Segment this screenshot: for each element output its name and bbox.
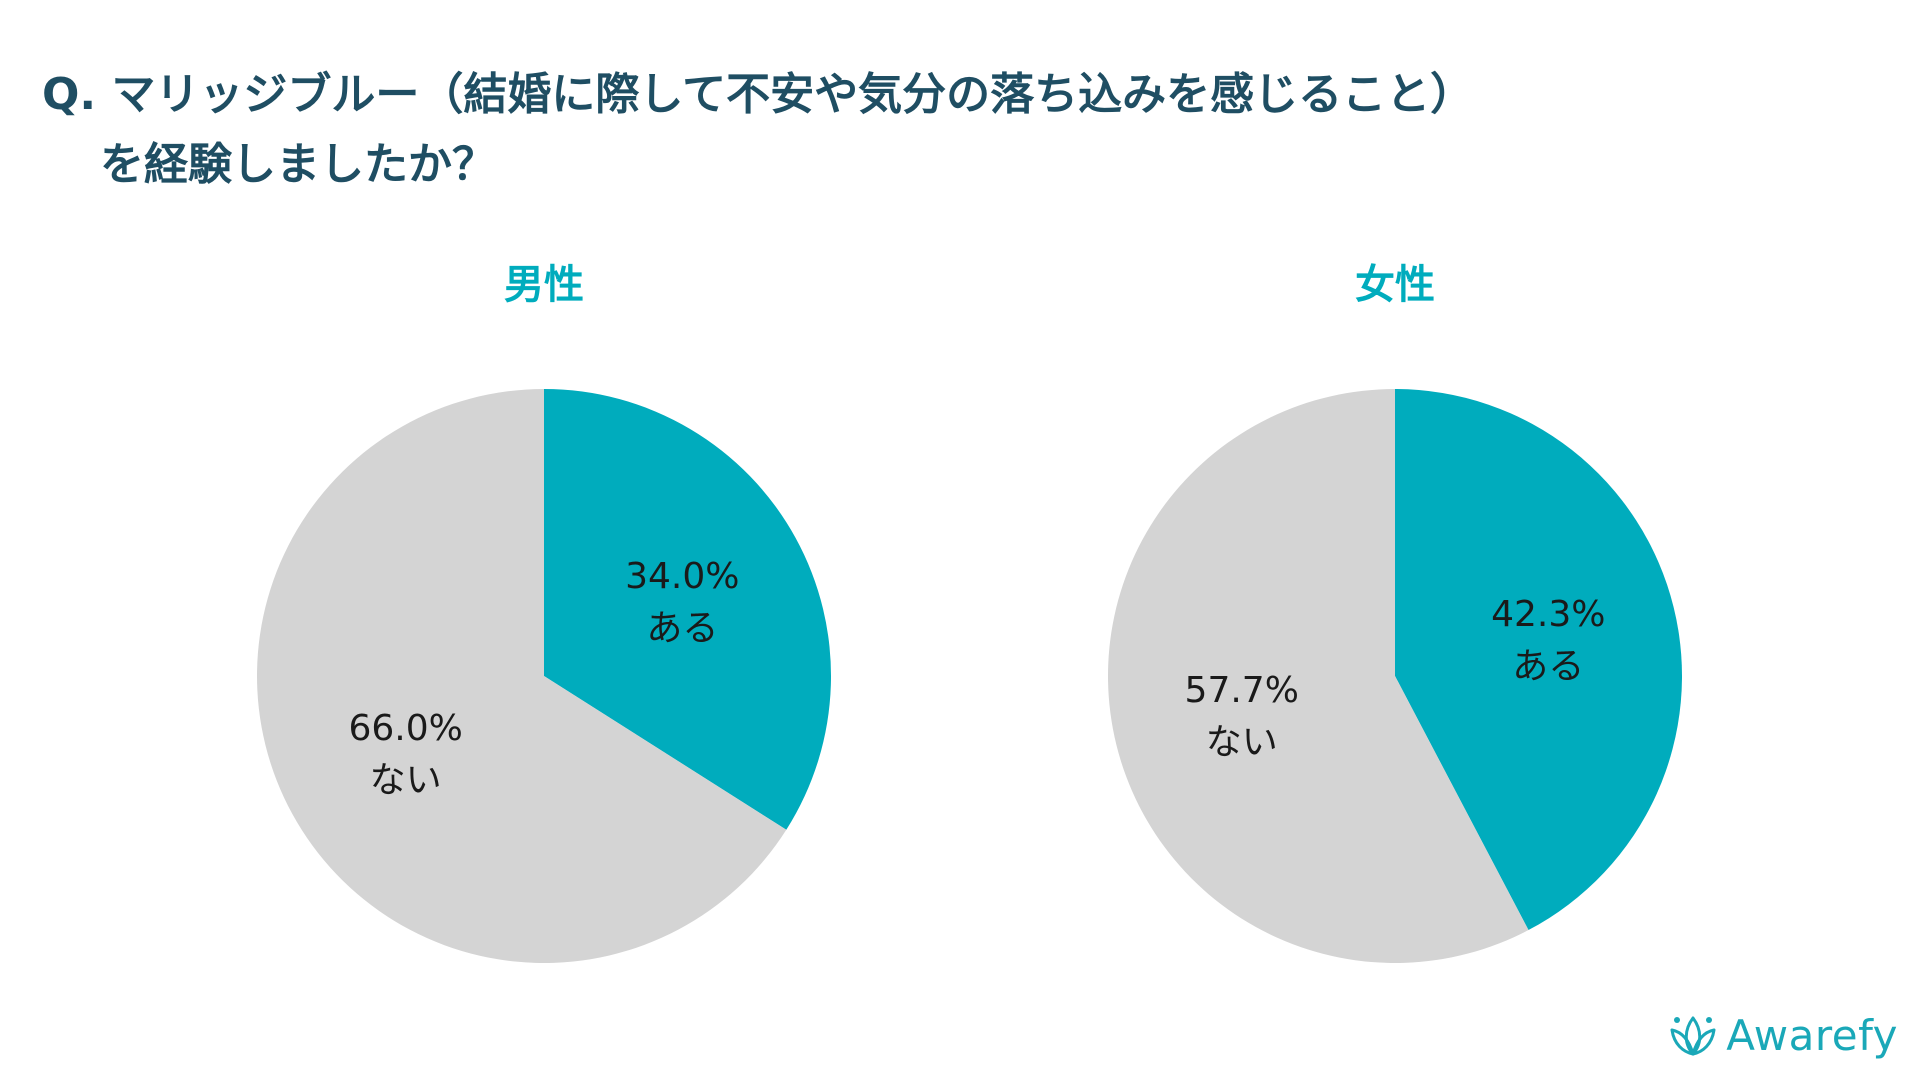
pie-slice-yes [544,389,831,830]
pie-chart-2: 女性 42.3% ある 57.7% ない [1108,262,1683,963]
slice-value-label: 42.3% [1491,594,1605,635]
question-line-1: Q. マリッジブルー（結婚に際して不安や気分の落ち込みを感じること） [42,69,1475,120]
brand-name: Awarefy [1726,1010,1898,1060]
lotus-icon [1670,1016,1716,1056]
pie-chart-1: 男性 34.0% ある 66.0% ない [257,262,831,963]
brand-logo: Awarefy [1666,1010,1898,1060]
pie-title: 男性 [504,262,584,308]
pie-slice-no [1108,389,1529,963]
slice-category-label: ない [1206,722,1278,763]
slice-value-label: 66.0% [348,708,462,749]
slice-category-label: ある [1512,646,1584,687]
pie-slice-yes [1395,389,1683,931]
question-line-2: を経験しましたか？ [100,139,496,190]
pie-title: 女性 [1355,262,1435,308]
slice-value-label: 34.0% [625,556,739,597]
slice-value-label: 57.7% [1185,670,1299,711]
pie-slice-no [257,389,787,963]
slice-category-label: ない [370,760,442,801]
slice-category-label: ある [646,608,718,649]
question-title: Q. マリッジブルー（結婚に際して不安や気分の落ち込みを感じること） を経験しま… [42,60,1474,200]
